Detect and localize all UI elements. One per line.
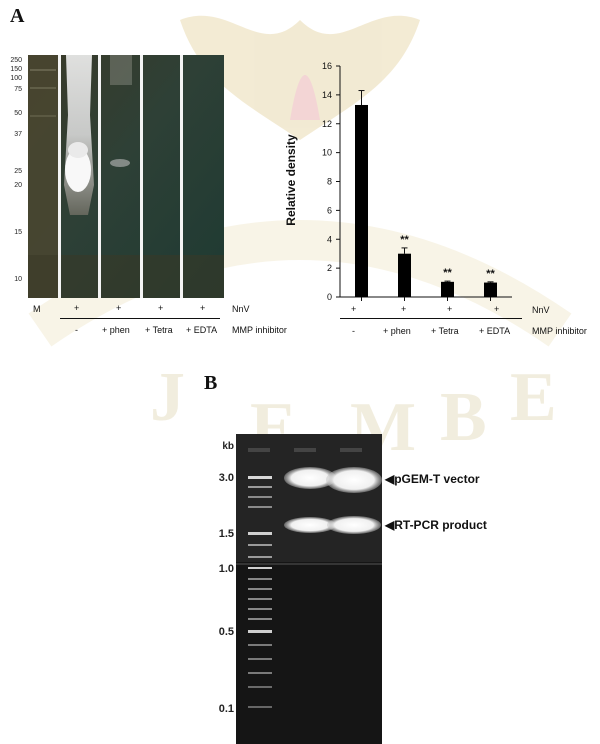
rt-pcr-product-annotation: ◀RT-PCR product — [385, 518, 487, 532]
chart-nnv-sign: + — [351, 304, 357, 314]
y-tick-label: 14 — [322, 90, 332, 100]
significance-marker: ** — [443, 267, 452, 279]
gel-inhibitor-label: - — [75, 325, 78, 335]
chart-inhibitor-label: MMP inhibitor — [532, 326, 587, 336]
significance-marker: ** — [486, 268, 495, 280]
mw-marker: 250 — [10, 57, 22, 64]
chart-nnv-sign: + — [494, 304, 500, 314]
density-bar — [355, 104, 368, 297]
y-axis-label: Relative density — [284, 134, 298, 226]
significance-marker: ** — [400, 234, 409, 246]
gel-inhibitor-row-label: MMP inhibitor — [232, 325, 287, 335]
panel-a-letter: A — [10, 5, 25, 27]
mw-marker: 75 — [14, 86, 22, 93]
svg-text:E: E — [510, 359, 557, 436]
mw-marker: 100 — [10, 75, 22, 82]
gel-nnv-sign: + — [74, 303, 80, 313]
mw-marker: 15 — [14, 229, 22, 236]
gel-inhibitor-label: + Tetra — [145, 325, 173, 335]
chart-category-label: + phen — [383, 326, 411, 336]
kb-marker: 0.5 — [218, 626, 234, 638]
mw-marker: 50 — [14, 110, 22, 117]
chart-nnv-sign: + — [447, 304, 453, 314]
y-tick-label: 16 — [322, 61, 332, 71]
gel-inhibitor-label: + phen — [102, 325, 130, 335]
kb-marker: 3.0 — [218, 472, 234, 484]
y-tick-label: 0 — [327, 292, 332, 302]
y-tick-label: 12 — [322, 119, 332, 129]
gel-nnv-sign: + — [158, 303, 164, 313]
chart-category-label: + Tetra — [431, 326, 459, 336]
y-tick-label: 2 — [327, 263, 332, 273]
mw-marker: 10 — [14, 276, 22, 283]
y-tick-label: 10 — [322, 148, 332, 158]
y-tick-label: 4 — [327, 234, 332, 244]
gel-nnv-sign: + — [116, 303, 122, 313]
chart-category-label: - — [352, 326, 355, 336]
chart-nnv-sign: + — [401, 304, 407, 314]
mw-marker: 20 — [14, 182, 22, 189]
mw-marker: 37 — [14, 131, 22, 138]
gel-divider — [60, 318, 220, 319]
kb-marker: 0.1 — [218, 703, 234, 715]
density-bar — [398, 253, 411, 297]
agarose-gel — [236, 434, 382, 744]
mw-marker: 25 — [14, 168, 22, 175]
kb-unit-label: kb — [222, 441, 234, 452]
density-bar — [484, 282, 497, 297]
chart-divider — [340, 318, 522, 319]
marker-lane-label: M — [33, 304, 41, 314]
gel-nnv-sign: + — [200, 303, 206, 313]
mw-marker: 150 — [10, 66, 22, 73]
pgem-t-vector-annotation: ◀pGEM-T vector — [385, 472, 480, 486]
svg-text:B: B — [440, 379, 487, 456]
y-tick-label: 8 — [327, 177, 332, 187]
svg-text:J: J — [150, 359, 185, 436]
kb-marker: 1.5 — [218, 528, 234, 540]
density-bar — [441, 281, 454, 297]
zymogram-gel — [28, 55, 224, 298]
chart-category-label: + EDTA — [479, 326, 511, 336]
gel-inhibitor-label: + EDTA — [186, 325, 218, 335]
y-tick-label: 6 — [327, 205, 332, 215]
gel-nnv-label: NnV — [232, 304, 250, 314]
chart-nnv-label: NnV — [532, 305, 550, 315]
kb-marker: 1.0 — [218, 563, 234, 575]
panel-b-letter: B — [204, 372, 218, 394]
